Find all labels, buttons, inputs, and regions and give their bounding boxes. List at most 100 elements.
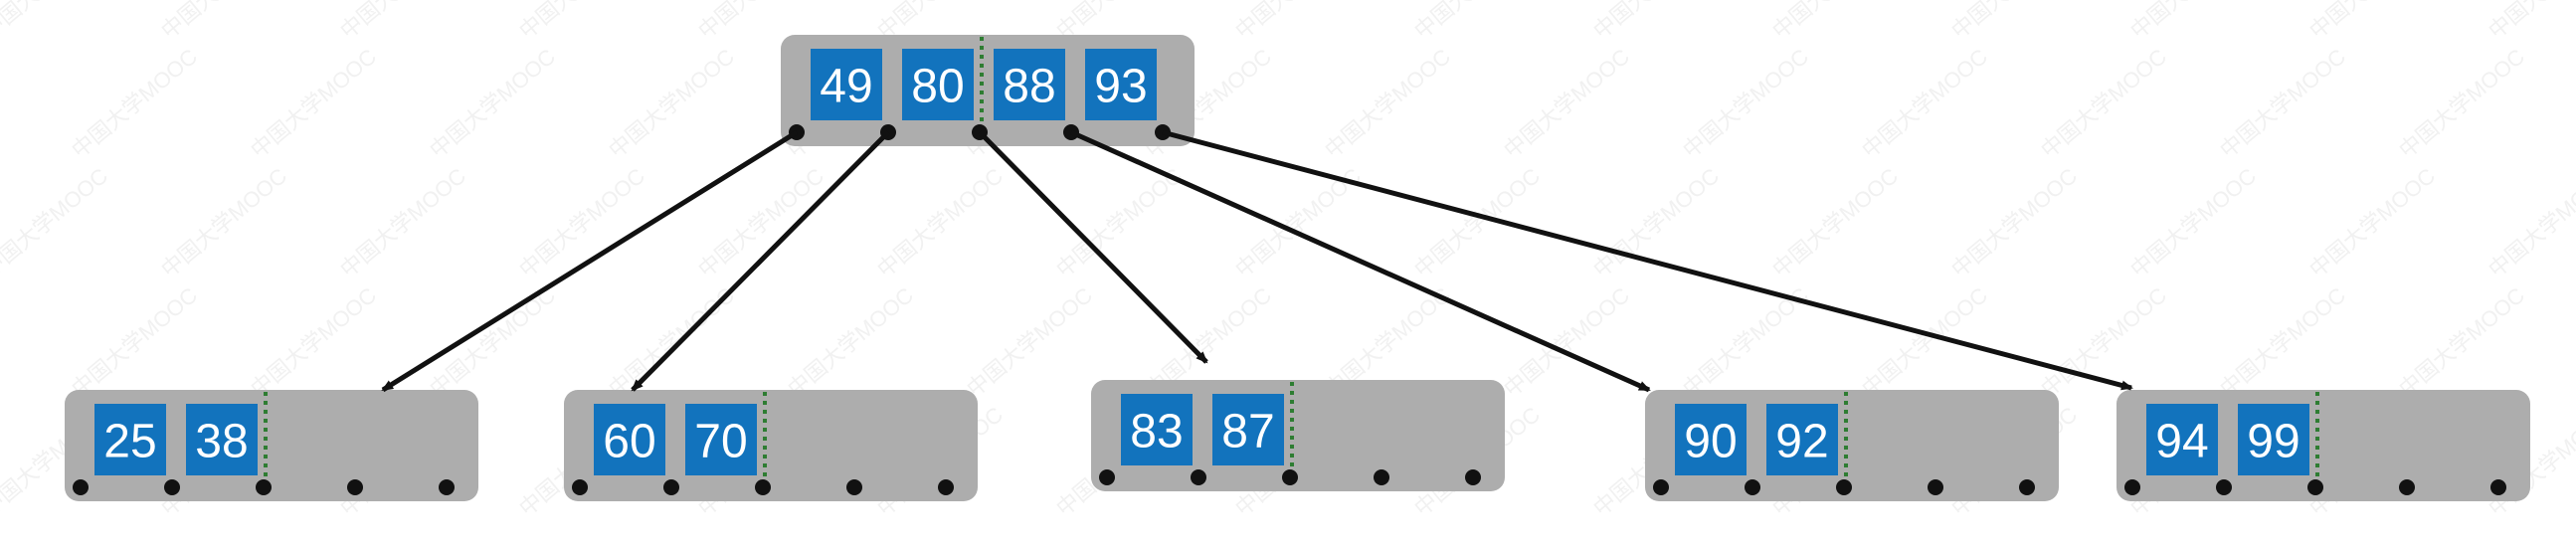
watermark-text: 中国大学MOOC [1499, 282, 1634, 402]
watermark-text: 中国大学MOOC [1409, 163, 1545, 282]
key-value: 60 [603, 416, 655, 468]
key-box [1085, 49, 1157, 120]
watermark-text: 中国大学MOOC [2036, 44, 2171, 163]
key-box [2238, 404, 2309, 475]
watermark-text: 中国大学MOOC [1946, 0, 2082, 44]
node-box [2116, 390, 2530, 501]
child-pointer [2399, 479, 2415, 495]
node-box [1645, 390, 2059, 501]
child-pointer [1374, 469, 1389, 485]
child-pointer [2124, 479, 2140, 495]
child-node: 60 70 [564, 390, 978, 501]
child-pointer [572, 479, 588, 495]
child-pointer [2490, 479, 2506, 495]
child-pointer [2307, 479, 2323, 495]
watermark-text: 中国大学MOOC [2394, 282, 2529, 402]
child-pointer [1191, 469, 1206, 485]
child-pointer [1836, 479, 1852, 495]
watermark-text: 中国大学MOOC [1320, 44, 1455, 163]
child-pointer [1745, 479, 1760, 495]
watermark-text: 中国大学MOOC [156, 0, 291, 44]
child-pointer [256, 479, 272, 495]
child-pointer [1465, 469, 1481, 485]
key-box [902, 49, 974, 120]
key-value: 83 [1130, 406, 1183, 459]
node-box [1091, 380, 1505, 491]
watermark-text: 中国大学MOOC [2215, 44, 2350, 163]
watermark-text: 中国大学MOOC [2484, 163, 2576, 282]
watermark-text: 中国大学MOOC [0, 163, 112, 282]
watermark-text: 中国大学MOOC [2036, 282, 2171, 402]
child-pointer [663, 479, 679, 495]
child-pointer [164, 479, 180, 495]
child-pointer [73, 479, 89, 495]
edge-arrow [1069, 129, 1651, 393]
watermark-text: 中国大学MOOC [246, 282, 381, 402]
watermark-text: 中国大学MOOC [1230, 0, 1366, 44]
key-value: 70 [694, 416, 747, 468]
child-node: 83 87 [1091, 380, 1505, 491]
tree-nodes: 49 80 88 93 25 38 60 70 83 87 90 92 94 99 [65, 35, 2530, 501]
watermark-text: 中国大学MOOC [2125, 0, 2261, 44]
edge-arrow [631, 130, 890, 392]
child-pointer [846, 479, 862, 495]
child-pointer [755, 479, 771, 495]
root-node: 49 80 88 93 [781, 35, 1195, 146]
watermark-text: 中国大学MOOC [872, 163, 1008, 282]
watermark-text: 中国大学MOOC [2484, 0, 2576, 44]
child-pointer [347, 479, 363, 495]
watermark-text: 中国大学MOOC [1857, 44, 1992, 163]
key-box [811, 49, 882, 120]
key-box [1675, 404, 1747, 475]
key-value: 49 [820, 61, 872, 113]
watermark-text: 中国大学MOOC [1678, 44, 1813, 163]
key-box [994, 49, 1065, 120]
child-pointer [2216, 479, 2232, 495]
child-pointer [1653, 479, 1669, 495]
watermark-text: 中国大学MOOC [1946, 163, 2082, 282]
tree-edges [381, 129, 2133, 393]
child-node: 25 38 [65, 390, 478, 501]
key-value: 80 [911, 61, 964, 113]
node-box [65, 390, 478, 501]
watermark-text: 中国大学MOOC [1767, 0, 1903, 44]
key-value: 94 [2155, 416, 2208, 468]
key-value: 38 [195, 416, 248, 468]
watermark-text: 中国大学MOOC [246, 44, 381, 163]
watermark-text: 中国大学MOOC [425, 282, 560, 402]
key-box [94, 404, 166, 475]
key-box [1121, 394, 1193, 465]
watermark-text: 中国大学MOOC [0, 0, 112, 44]
watermark-text: 中国大学MOOC [1409, 0, 1545, 44]
key-value: 99 [2247, 416, 2300, 468]
watermark-text: 中国大学MOOC [2215, 282, 2350, 402]
key-value: 93 [1094, 61, 1147, 113]
node-box [564, 390, 978, 501]
key-value: 92 [1775, 416, 1828, 468]
watermark-text: 中国大学MOOC [1588, 0, 1724, 44]
edge-arrow [381, 129, 799, 393]
key-box [2146, 404, 2218, 475]
child-pointer [1282, 469, 1298, 485]
watermark-text: 中国大学MOOC [67, 44, 202, 163]
watermark-text: 中国大学MOOC [2304, 0, 2440, 44]
watermark-text: 中国大学MOOC [335, 163, 470, 282]
watermark-text: 中国大学MOOC [514, 0, 649, 44]
edge-arrow [978, 130, 1208, 364]
child-pointer [938, 479, 954, 495]
child-pointer [1099, 469, 1115, 485]
child-node: 94 99 [2116, 390, 2530, 501]
watermark-text: 中国大学MOOC [1767, 163, 1903, 282]
edge-arrow [1162, 129, 2133, 391]
watermark-text: 中国大学MOOC [1857, 282, 1992, 402]
watermark-text: 中国大学MOOC [335, 0, 470, 44]
watermark-text: 中国大学MOOC [783, 282, 918, 402]
key-box [1766, 404, 1838, 475]
watermark-text: 中国大学MOOC [67, 282, 202, 402]
watermark-text: 中国大学MOOC [2304, 163, 2440, 282]
key-value: 25 [103, 416, 156, 468]
child-pointer [2019, 479, 2035, 495]
key-value: 87 [1221, 406, 1274, 459]
child-pointer [439, 479, 455, 495]
